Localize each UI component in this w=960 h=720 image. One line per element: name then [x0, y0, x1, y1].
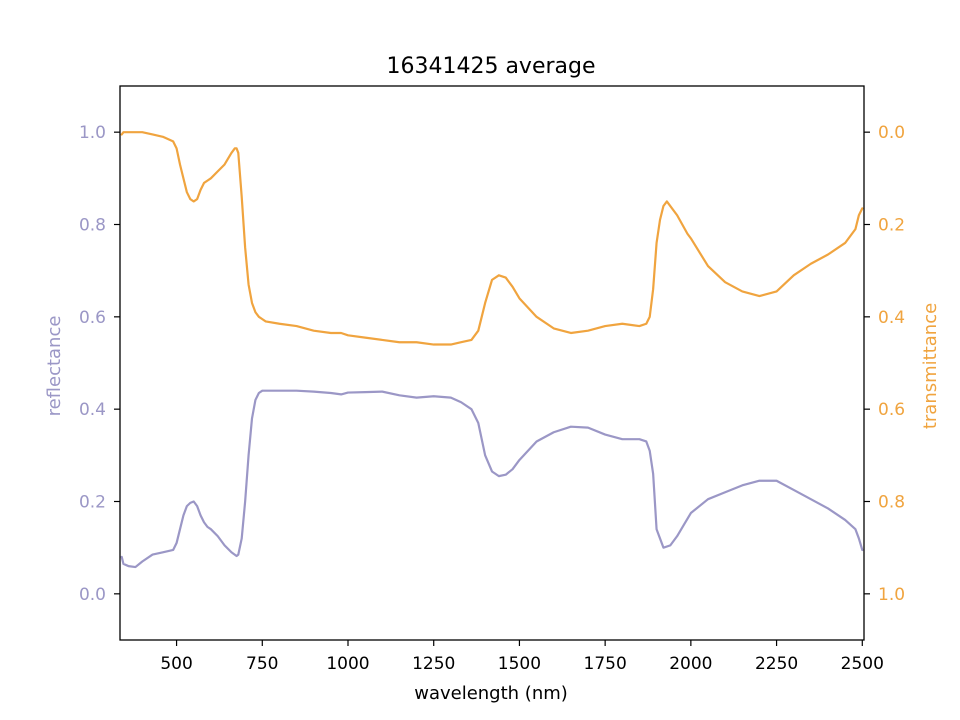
x-axis-label: wavelength (nm) [414, 683, 568, 704]
y-tick-label: 0.0 [79, 585, 106, 605]
y-tick-label: 0.8 [79, 216, 106, 236]
x-tick-label: 2500 [841, 654, 884, 674]
x-tick-label: 1000 [326, 654, 369, 674]
x-tick-label: 2000 [669, 654, 712, 674]
x-tick-label: 750 [246, 654, 278, 674]
y2-tick-label: 1.0 [878, 585, 905, 605]
y-axis-label: reflectance [44, 316, 65, 417]
y2-tick-label: 0.8 [878, 493, 905, 513]
plot-lines [120, 131, 864, 569]
x-tick-label: 1500 [498, 654, 541, 674]
y-tick-label: 0.4 [79, 400, 106, 420]
y-tick-label: 0.2 [79, 493, 106, 513]
x-tick-label: 2250 [755, 654, 798, 674]
y2-tick-label: 0.6 [878, 400, 905, 420]
y-tick-label: 0.6 [79, 308, 106, 328]
y2-axis-label: transmittance [920, 303, 941, 429]
chart-title: 16341425 average [386, 54, 595, 79]
plot-frame [119, 85, 865, 641]
reflectance-line [120, 389, 864, 569]
transmittance-line [120, 131, 864, 346]
y-axis-ticks: 0.0 0.2 0.4 0.6 0.8 1.0 [79, 123, 120, 605]
y2-tick-label: 0.2 [878, 216, 905, 236]
x-tick-label: 1750 [584, 654, 627, 674]
y2-tick-label: 0.4 [878, 308, 905, 328]
x-tick-label: 1250 [412, 654, 455, 674]
y-tick-label: 1.0 [79, 123, 106, 143]
x-axis-ticks: 500 750 1000 1250 1500 1750 2000 2250 2500 [160, 640, 884, 674]
x-tick-label: 500 [160, 654, 192, 674]
y2-tick-label: 0.0 [878, 123, 905, 143]
y2-axis-ticks: 0.0 0.2 0.4 0.6 0.8 1.0 [864, 123, 905, 605]
